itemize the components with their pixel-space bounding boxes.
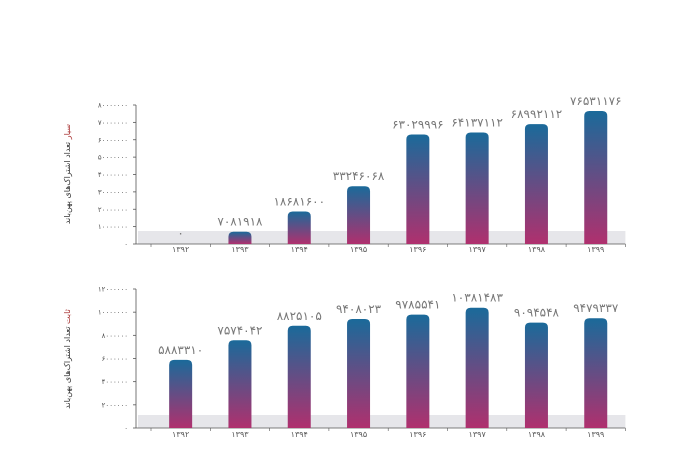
- y-tick-label: ۷۰۰۰۰۰۰۰: [98, 119, 128, 127]
- bar: [406, 314, 430, 428]
- y-axis-label-accent: ثابت: [63, 309, 72, 324]
- x-tick-label: ۱۳۹۹: [587, 245, 604, 254]
- data-label: ۷۵۷۴۰۴۲: [217, 323, 262, 337]
- bar: [287, 211, 311, 244]
- x-tick-label: ۱۳۹۲: [172, 430, 189, 439]
- bar: [287, 325, 311, 428]
- data-label: ۳۳۲۴۶۰۶۸: [333, 169, 385, 183]
- data-label: ۵۸۸۳۳۱۰: [158, 343, 203, 357]
- bar: [169, 359, 193, 428]
- data-label: ۶۴۱۳۷۱۱۲: [451, 116, 503, 130]
- x-tick-label: ۱۳۹۷: [469, 430, 487, 439]
- y-tick-label: ۰: [124, 425, 128, 433]
- data-label: ۹۰۹۴۵۴۸: [514, 306, 560, 320]
- bar: [524, 322, 548, 428]
- data-label: ۰: [177, 226, 183, 240]
- y-tick-label: ۸۰۰۰۰۰۰۰: [98, 102, 128, 110]
- x-tick-label: ۱۳۹۳: [231, 430, 249, 439]
- bar: [584, 111, 608, 244]
- data-label: ۱۰۳۸۱۴۸۳: [451, 291, 503, 305]
- y-tick-label: ۲۰۰۰۰۰۰۰: [98, 206, 128, 214]
- bar: [584, 318, 608, 428]
- y-tick-label: ۴۰۰۰۰۰۰۰: [98, 171, 128, 179]
- bar: [524, 124, 548, 244]
- x-tick-label: ۱۳۹۸: [528, 245, 546, 254]
- baseline-band: [138, 231, 626, 244]
- data-label: ۱۸۶۸۱۶۰۰: [273, 195, 325, 209]
- data-label: ۶۸۹۹۲۱۱۲: [511, 107, 563, 121]
- y-tick-label: ۵۰۰۰۰۰۰۰: [98, 154, 128, 162]
- x-tick-label: ۱۳۹۷: [469, 245, 487, 254]
- y-axis-label-main: تعداد اشتراک‌های پهن‌باند: [63, 326, 72, 408]
- y-tick-label: ۲۰۰۰۰۰۰: [102, 401, 128, 409]
- x-tick-label: ۱۳۹۸: [528, 430, 546, 439]
- data-label: ۸۸۲۵۱۰۵: [277, 309, 322, 323]
- fixed-broadband-chart: ۱۲۰۰۰۰۰۰ ۱۰۰۰۰۰۰۰ ۸۰۰۰۰۰۰ ۶۰۰۰۰۰۰ ۴۰۰۰۰۰۰ ۲۰۰…: [63, 286, 626, 439]
- bar: [228, 340, 252, 428]
- data-label: ۷۰۸۱۹۱۸: [217, 215, 263, 229]
- bar: [465, 132, 489, 244]
- y-axis-label: سیار تعداد اشتراک‌های پهن‌باند: [63, 124, 72, 225]
- baseline-band: [138, 415, 626, 428]
- bar: [228, 231, 252, 244]
- x-tick-label: ۱۳۹۲: [172, 245, 189, 254]
- x-tick-label: ۱۳۹۳: [231, 245, 249, 254]
- y-tick-label: ۶۰۰۰۰۰۰: [102, 355, 128, 363]
- x-tick-label: ۱۳۹۹: [587, 430, 604, 439]
- data-label: ۹۴۰۸۰۲۳: [336, 302, 382, 316]
- bar: [465, 307, 489, 428]
- data-label: ۷۶۵۳۱۱۷۶: [570, 94, 622, 108]
- x-tick-label: ۱۳۹۴: [291, 245, 308, 254]
- data-label: ۹۷۸۵۵۴۱: [395, 298, 440, 312]
- y-axis-label: ثابت تعداد اشتراک‌های پهن‌باند: [63, 309, 72, 409]
- bar: [347, 319, 371, 428]
- bar: [406, 134, 430, 244]
- mobile-broadband-chart: ۸۰۰۰۰۰۰۰ ۷۰۰۰۰۰۰۰ ۶۰۰۰۰۰۰۰ ۵۰۰۰۰۰۰۰ ۴۰۰۰۰۰۰۰…: [63, 94, 626, 254]
- x-tick-label: ۱۳۹۶: [409, 430, 426, 439]
- y-tick-label: ۳۰۰۰۰۰۰۰: [98, 188, 128, 196]
- y-tick-label: ۸۰۰۰۰۰۰: [102, 332, 128, 340]
- y-tick-label: ۰: [124, 241, 128, 249]
- y-axis-label-accent: سیار: [63, 124, 72, 141]
- y-tick-label: ۱۰۰۰۰۰۰۰: [98, 309, 128, 317]
- data-label: ۹۴۷۹۳۳۷: [573, 301, 619, 315]
- x-tick-label: ۱۳۹۵: [350, 430, 367, 439]
- bar: [347, 186, 371, 244]
- x-tick-label: ۱۳۹۶: [409, 245, 426, 254]
- data-label: ۶۳۰۲۹۹۹۶: [392, 117, 444, 131]
- x-tick-label: ۱۳۹۴: [291, 430, 308, 439]
- x-tick-label: ۱۳۹۵: [350, 245, 367, 254]
- y-tick-label: ۴۰۰۰۰۰۰: [102, 378, 128, 386]
- y-tick-label: ۱۰۰۰۰۰۰۰: [98, 223, 128, 231]
- y-tick-label: ۶۰۰۰۰۰۰۰: [98, 136, 128, 144]
- y-tick-label: ۱۲۰۰۰۰۰۰: [98, 286, 128, 294]
- y-axis-label-main: تعداد اشتراک‌های پهن‌باند: [63, 142, 72, 224]
